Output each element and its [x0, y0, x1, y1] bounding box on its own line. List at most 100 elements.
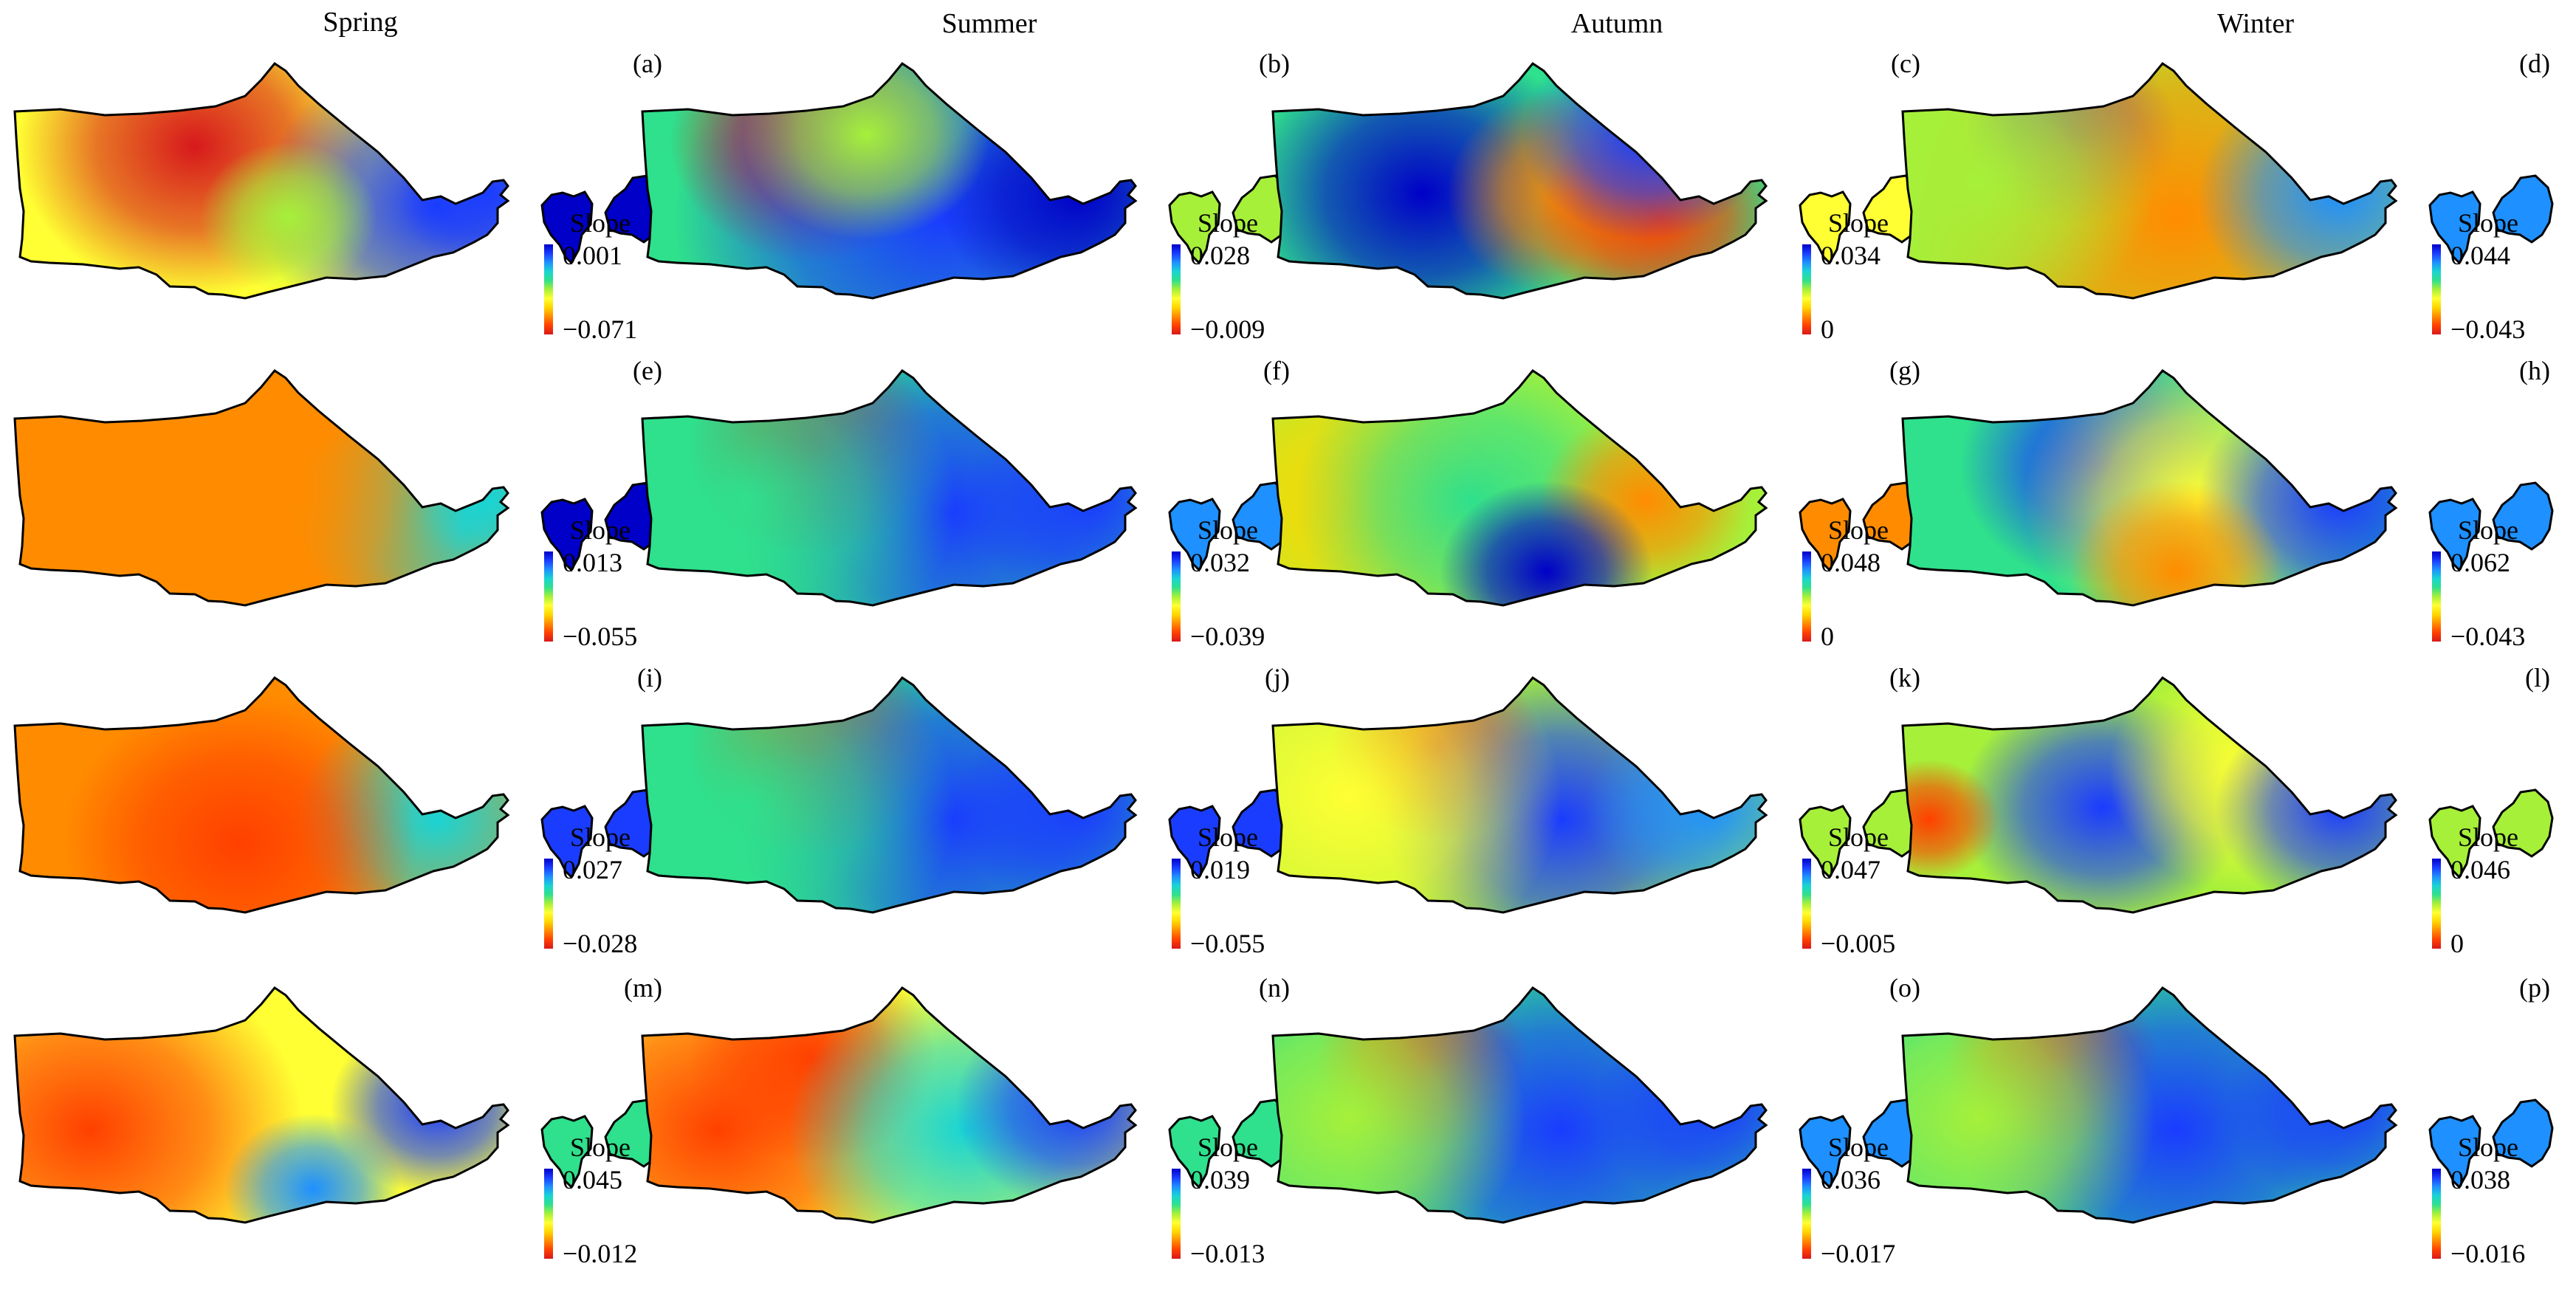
- legend-min: −0.039: [1190, 622, 1265, 651]
- panel-letter: (l): [2525, 663, 2550, 692]
- slope-anomaly: [2070, 481, 2283, 605]
- region-outline: [1901, 61, 2398, 300]
- legend-max: 0.038: [2450, 1165, 2510, 1195]
- legend-max: 0.047: [1821, 855, 1881, 884]
- legend-min: 0: [2450, 929, 2464, 958]
- map-panel: (b) Slope 0.028 −0.009: [641, 49, 1294, 344]
- island-b: [2492, 174, 2554, 244]
- island-b: [2492, 788, 2554, 858]
- panel-letter: (d): [2519, 49, 2550, 78]
- slope-anomaly: [1903, 63, 2156, 298]
- map-panel: (e) Slope 0.013 −0.055: [13, 356, 666, 651]
- slope-anomaly: [955, 1000, 1136, 1211]
- map-panel: (h) Slope 0.062 −0.043: [1901, 356, 2554, 651]
- legend-title: Slope: [1828, 208, 1889, 238]
- map-panel: (k) Slope 0.047 −0.005: [1271, 663, 1924, 958]
- region-outline: [641, 676, 1138, 914]
- panel-letter: (j): [1265, 663, 1290, 692]
- slope-field: [1273, 678, 1766, 912]
- colorbar-legend: Slope 0.027 −0.028: [544, 822, 637, 958]
- map-panel: (a) Slope 0.001 −0.071: [13, 49, 666, 344]
- legend-title: Slope: [570, 515, 631, 545]
- legend-max: 0.045: [563, 1165, 622, 1195]
- colorbar: [1172, 551, 1181, 642]
- legend-min: −0.055: [563, 622, 637, 651]
- season-header: Winter: [2217, 8, 2294, 39]
- colorbar: [1802, 551, 1811, 642]
- island-a: [1799, 190, 1852, 265]
- slope-anomaly: [111, 371, 466, 605]
- colorbar: [1802, 1169, 1811, 1259]
- panel-letter: (p): [2519, 973, 2550, 1003]
- island-a: [1168, 1115, 1221, 1189]
- legend-title: Slope: [1828, 515, 1889, 545]
- island-a: [2428, 1115, 2481, 1189]
- map-panel: (g) Slope 0.048 0: [1271, 356, 1924, 651]
- colorbar-legend: Slope 0.013 −0.055: [544, 515, 637, 651]
- island-a: [1168, 498, 1221, 572]
- panel-letter: (o): [1889, 973, 1920, 1003]
- legend-max: 0.044: [2450, 241, 2510, 270]
- island-a: [1168, 190, 1221, 265]
- panel-letter: (c): [1891, 49, 1920, 78]
- island-a: [540, 190, 594, 265]
- island-a: [540, 498, 594, 572]
- island-a: [1799, 1115, 1852, 1189]
- map-panel: (c) Slope 0.034 0: [1271, 49, 1924, 344]
- legend-title: Slope: [1198, 822, 1258, 852]
- legend-title: Slope: [2458, 208, 2518, 238]
- colorbar-legend: Slope 0.048 0: [1802, 515, 1889, 651]
- island-a: [540, 805, 594, 879]
- colorbar: [1172, 1169, 1181, 1259]
- legend-max: 0.046: [2450, 855, 2510, 884]
- legend-min: 0: [1821, 622, 1834, 651]
- island-a: [1799, 805, 1852, 879]
- colorbar: [544, 859, 553, 949]
- legend-min: −0.016: [2450, 1239, 2525, 1268]
- legend-title: Slope: [1198, 208, 1258, 238]
- slope-anomaly: [1903, 759, 2000, 880]
- legend-min: −0.009: [1190, 314, 1265, 344]
- legend-min: −0.028: [563, 929, 637, 958]
- region-outline: [1271, 676, 1768, 914]
- map-panel: (l) Slope 0.046 0: [1901, 663, 2554, 958]
- colorbar-legend: Slope 0.019 −0.055: [1172, 822, 1265, 958]
- slope-field: [15, 988, 508, 1223]
- legend-title: Slope: [570, 1132, 631, 1162]
- slope-anomaly: [1273, 988, 1526, 1223]
- panel-letter: (h): [2519, 356, 2550, 385]
- colorbar-legend: Slope 0.034 0: [1802, 208, 1889, 344]
- region-outline: [13, 676, 510, 914]
- legend-title: Slope: [570, 208, 631, 238]
- panel-letter: (i): [637, 663, 662, 692]
- map-panel: (i) Slope 0.027 −0.028: [13, 663, 666, 958]
- legend-min: −0.005: [1821, 929, 1895, 958]
- panel-letter: (k): [1889, 663, 1920, 692]
- legend-max: 0.028: [1190, 241, 1250, 270]
- slope-field: [1903, 678, 2396, 912]
- colorbar-legend: Slope 0.046 0: [2432, 822, 2518, 958]
- region-outline: [1271, 368, 1768, 607]
- slope-anomaly: [61, 692, 416, 912]
- island-a: [1799, 498, 1852, 572]
- slope-anomaly: [1273, 678, 1562, 912]
- colorbar-legend: Slope 0.062 −0.043: [2432, 515, 2525, 651]
- region-outline: [641, 61, 1138, 300]
- panel-letter: (b): [1259, 49, 1290, 78]
- region-outline: [1901, 368, 2398, 607]
- season-headers: Spring Summer Autumn Winter: [323, 7, 2294, 39]
- legend-title: Slope: [2458, 515, 2518, 545]
- colorbar-legend: Slope 0.001 −0.071: [544, 208, 637, 344]
- colorbar: [1802, 244, 1811, 334]
- legend-title: Slope: [570, 822, 631, 852]
- slope-field: [15, 63, 508, 298]
- colorbar-legend: Slope 0.047 −0.005: [1802, 822, 1895, 958]
- colorbar: [544, 1169, 553, 1259]
- legend-min: −0.071: [563, 314, 637, 344]
- legend-max: 0.048: [1821, 548, 1881, 577]
